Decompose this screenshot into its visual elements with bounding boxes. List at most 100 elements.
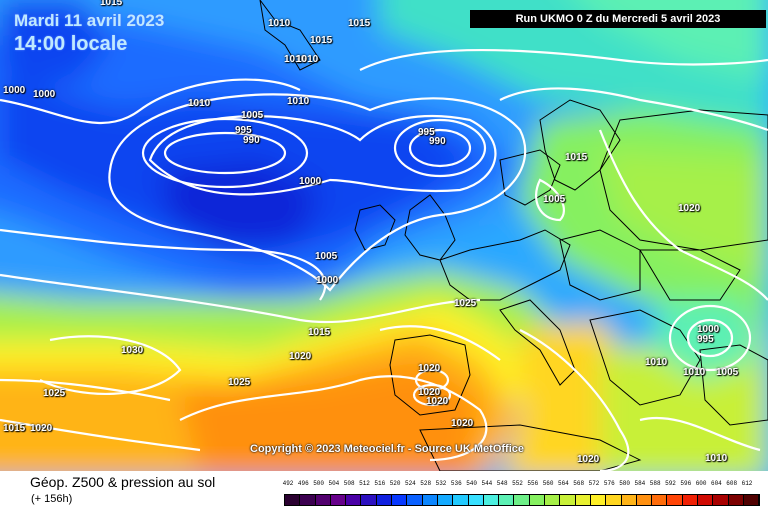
isobar-label: 1025 xyxy=(43,388,66,399)
legend-swatch xyxy=(468,495,484,505)
legend-tick-label: 580 xyxy=(619,480,630,487)
legend-tick-label: 568 xyxy=(573,480,585,487)
isobar-label: 995 xyxy=(697,334,714,345)
copyright-notice: Copyright © 2023 Meteociel.fr - Source U… xyxy=(250,443,524,455)
isobar-label: 1000 xyxy=(3,85,26,96)
isobar-label: 1010 xyxy=(268,18,291,29)
legend-tick-label: 508 xyxy=(343,480,355,487)
legend-tick-label: 548 xyxy=(496,480,508,487)
isobar-label: 1020 xyxy=(289,351,312,362)
legend-tick-label: 504 xyxy=(328,480,340,487)
run-info-banner: Run UKMO 0 Z du Mercredi 5 avril 2023 xyxy=(470,10,766,28)
isobar-label: 1000 xyxy=(33,89,56,100)
forecast-time: 14:00 locale xyxy=(14,33,128,55)
isobar-label: 1010 xyxy=(683,367,706,378)
isobar-label: 1010 xyxy=(284,54,307,65)
legend-swatch xyxy=(392,495,408,505)
isobar-label: 1005 xyxy=(716,367,739,378)
legend-tick-label: 552 xyxy=(512,480,523,487)
isobar-label: 1020 xyxy=(577,454,600,465)
legend-swatch xyxy=(682,495,699,505)
legend-tick-label: 528 xyxy=(420,480,432,487)
coastlines xyxy=(259,0,768,471)
legend-tick-label: 492 xyxy=(282,480,294,487)
legend-tick-label: 496 xyxy=(297,480,309,487)
legend-swatch xyxy=(590,495,607,505)
isobar-label: 1025 xyxy=(228,377,251,388)
isobar-label: 1015 xyxy=(308,327,331,338)
legend-tick-label: 564 xyxy=(557,480,569,487)
legend-swatch xyxy=(453,495,469,505)
isobar-label: 1015 xyxy=(3,423,26,434)
map-footer: Géop. Z500 & pression au sol (+ 156h) 49… xyxy=(0,471,768,512)
isobar-label: 1000 xyxy=(299,176,322,187)
legend-swatch xyxy=(728,495,744,505)
isobar-label: 995 xyxy=(418,127,435,138)
legend-tick-label: 612 xyxy=(741,480,753,487)
legend-swatch xyxy=(560,495,576,505)
legend-tick-label: 576 xyxy=(603,480,615,487)
isobar-label: 1010 xyxy=(188,98,211,109)
legend-tick-label: 560 xyxy=(542,480,554,487)
isobar-label: 1020 xyxy=(678,203,701,214)
legend-swatch xyxy=(361,495,377,505)
legend-swatch xyxy=(437,495,454,505)
isobar-label: 1020 xyxy=(426,396,449,407)
legend-swatch xyxy=(606,495,622,505)
legend-swatch xyxy=(330,495,347,505)
legend-swatch xyxy=(713,495,729,505)
forecast-date: Mardi 11 avril 2023 xyxy=(14,11,165,30)
legend-tick-label: 516 xyxy=(374,480,386,487)
legend-tick-label: 572 xyxy=(588,480,600,487)
legend-tick-label: 536 xyxy=(450,480,462,487)
isobar-label: 1020 xyxy=(418,363,441,374)
isobar-label: 1010 xyxy=(287,96,310,107)
legend-swatch xyxy=(285,495,301,505)
legend-tick-label: 544 xyxy=(481,480,493,487)
legend-swatch xyxy=(621,495,637,505)
legend-swatch xyxy=(698,495,714,505)
isobar-label: 1005 xyxy=(543,194,566,205)
legend-tick-label: 584 xyxy=(634,480,646,487)
isobar-label: 1025 xyxy=(454,298,477,309)
legend-tick-label: 608 xyxy=(726,480,738,487)
isobar-label: 1020 xyxy=(30,423,53,434)
isobar-label: 1030 xyxy=(121,345,144,356)
legend-tick-label: 592 xyxy=(665,480,676,487)
legend-swatch xyxy=(315,495,331,505)
isobar-label: 1020 xyxy=(418,387,441,398)
legend-swatch xyxy=(422,495,438,505)
legend-swatch xyxy=(575,495,591,505)
legend-swatch xyxy=(407,495,423,505)
isobars xyxy=(0,48,768,471)
legend-tick-label: 600 xyxy=(695,480,707,487)
legend-tick-label: 540 xyxy=(466,480,477,487)
legend-swatch xyxy=(300,495,316,505)
weather-map: Mardi 11 avril 2023 14:00 locale Run UKM… xyxy=(0,0,768,471)
isobar-label: 1015 xyxy=(310,35,333,46)
legend-tick-label: 520 xyxy=(389,480,401,487)
isobar-label: 1000 xyxy=(697,324,720,335)
isobar-label: 995 xyxy=(235,125,252,136)
legend-swatch xyxy=(652,495,668,505)
legend-swatch xyxy=(743,495,760,505)
isobar-label: 1010 xyxy=(705,453,728,464)
legend-tick-label: 588 xyxy=(649,480,661,487)
legend-tick-label: 556 xyxy=(527,480,539,487)
isobar-label: 1020 xyxy=(451,418,474,429)
legend-tick-label: 500 xyxy=(313,480,324,487)
isobar-label: 1010 xyxy=(296,54,319,65)
isobar-label: 1015 xyxy=(348,18,371,29)
legend-tick-label: 512 xyxy=(359,480,370,487)
geopotential-field xyxy=(0,0,768,471)
color-legend xyxy=(284,494,761,506)
legend-swatch xyxy=(667,495,683,505)
legend-swatch xyxy=(636,495,653,505)
legend-swatch xyxy=(529,495,546,505)
isobar-label: 990 xyxy=(429,136,446,147)
legend-swatch xyxy=(346,495,362,505)
legend-tick-label: 532 xyxy=(435,480,447,487)
legend-swatch xyxy=(499,495,515,505)
isobar-label: 1000 xyxy=(316,275,339,286)
legend-tick-label: 604 xyxy=(710,480,722,487)
